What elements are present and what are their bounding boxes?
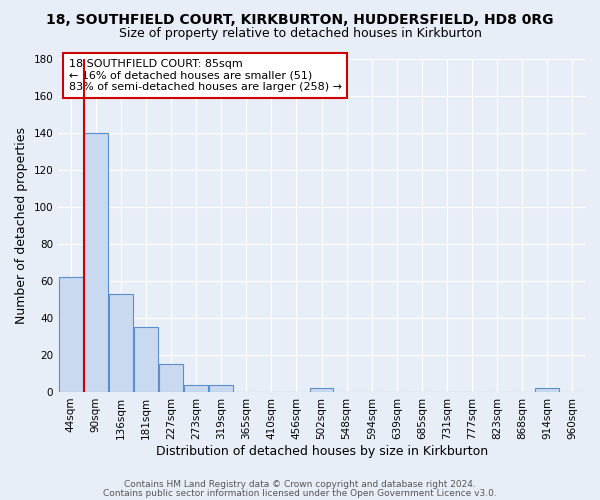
Bar xyxy=(535,388,559,392)
Y-axis label: Number of detached properties: Number of detached properties xyxy=(15,127,28,324)
Bar xyxy=(209,384,233,392)
X-axis label: Distribution of detached houses by size in Kirkburton: Distribution of detached houses by size … xyxy=(155,444,488,458)
Bar xyxy=(84,133,108,392)
Bar xyxy=(59,278,83,392)
Text: 18, SOUTHFIELD COURT, KIRKBURTON, HUDDERSFIELD, HD8 0RG: 18, SOUTHFIELD COURT, KIRKBURTON, HUDDER… xyxy=(46,12,554,26)
Bar xyxy=(109,294,133,392)
Text: Size of property relative to detached houses in Kirkburton: Size of property relative to detached ho… xyxy=(119,28,481,40)
Bar xyxy=(159,364,183,392)
Bar xyxy=(134,327,158,392)
Text: Contains HM Land Registry data © Crown copyright and database right 2024.: Contains HM Land Registry data © Crown c… xyxy=(124,480,476,489)
Bar xyxy=(184,384,208,392)
Bar xyxy=(310,388,334,392)
Text: Contains public sector information licensed under the Open Government Licence v3: Contains public sector information licen… xyxy=(103,489,497,498)
Text: 18 SOUTHFIELD COURT: 85sqm
← 16% of detached houses are smaller (51)
83% of semi: 18 SOUTHFIELD COURT: 85sqm ← 16% of deta… xyxy=(69,59,342,92)
